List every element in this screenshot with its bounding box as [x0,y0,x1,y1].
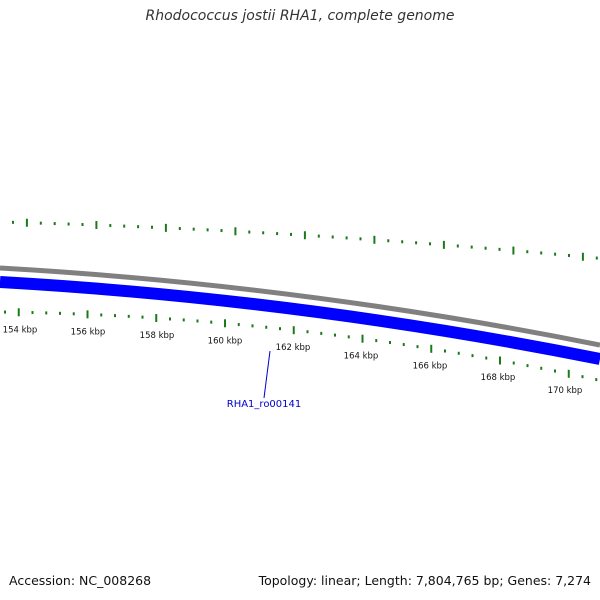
scale-labels: 154 kbp 156 kbp 158 kbp 160 kbp 162 kbp 164 k… [3,325,583,396]
accession-text: Accession: NC_008268 [9,573,152,588]
scale-label: 160 kbp [208,336,243,346]
scale-label: 168 kbp [481,373,516,383]
genome-summary-text: Topology: linear; Length: 7,804,765 bp; … [258,573,591,588]
scale-label: 166 kbp [413,362,448,372]
gene-strand-band[interactable] [0,276,600,365]
scale-label: 164 kbp [344,351,379,361]
scale-label: 170 kbp [548,386,583,396]
scale-label: 158 kbp [140,331,175,341]
scale-label: 156 kbp [71,327,106,337]
gene-label[interactable]: RHA1_ro00141 [227,399,302,410]
scale-label: 162 kbp [276,343,311,353]
genome-title: Rhodococcus jostii RHA1, complete genome [145,8,455,24]
inner-tick-track [4,308,598,382]
gene-label-pointer [263,350,271,399]
outer-tick-track [12,218,598,261]
genome-backbone [0,265,600,348]
scale-label: 154 kbp [3,325,38,335]
